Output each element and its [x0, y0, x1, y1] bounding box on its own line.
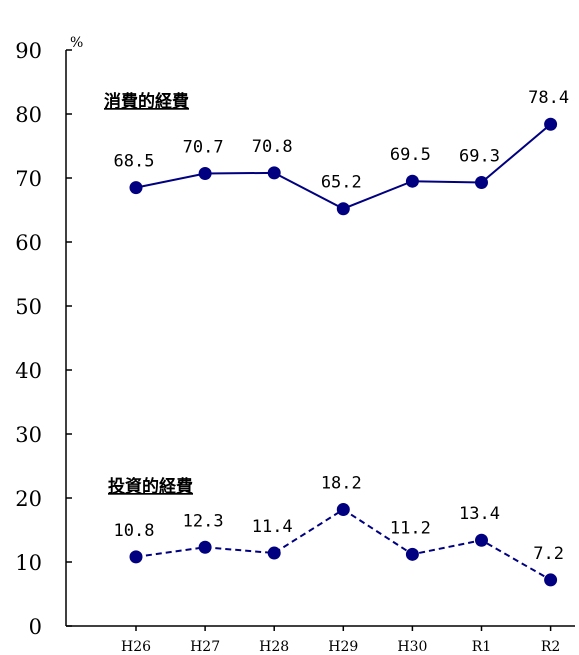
- y-tick-label: 20: [15, 487, 42, 511]
- data-label: 78.4: [528, 88, 569, 108]
- y-tick-label: 70: [15, 167, 42, 191]
- data-label: 12.3: [183, 511, 224, 531]
- data-label: 18.2: [321, 474, 362, 494]
- y-tick-label: 50: [15, 295, 42, 319]
- data-label: 70.7: [183, 138, 224, 158]
- axes: 0 10 20 30 40 50 60 70 80 90 % H26 H27 H28 H29 H30 R1 R2: [15, 35, 575, 655]
- series-1: 10.8 12.3 11.4 18.2 11.2 13.4 7.2 投資的経費: [108, 474, 564, 587]
- series-0: 68.5 70.7 70.8 65.2 69.5 69.3 78.4 消費的経費: [104, 88, 569, 216]
- data-point: [405, 174, 419, 188]
- data-point: [267, 546, 281, 560]
- data-point: [336, 202, 350, 216]
- data-label: 7.2: [533, 544, 564, 564]
- data-label: 11.2: [390, 518, 431, 538]
- x-tick-label: H30: [397, 639, 427, 655]
- data-point: [336, 503, 350, 517]
- y-tick-label: 30: [15, 423, 42, 447]
- data-point: [198, 167, 212, 181]
- y-tick-label: 80: [15, 103, 42, 127]
- data-label: 65.2: [321, 173, 362, 193]
- data-point: [475, 533, 488, 547]
- y-tick-label: 60: [15, 231, 42, 255]
- data-point: [405, 547, 419, 561]
- data-label: 10.8: [114, 521, 155, 541]
- data-label: 11.4: [252, 517, 293, 537]
- y-tick-label: 10: [15, 551, 42, 575]
- x-tick-label: H28: [259, 639, 289, 655]
- x-tick-label: H27: [190, 639, 220, 655]
- series-name-label: 投資的経費: [108, 476, 193, 497]
- data-point: [267, 166, 281, 180]
- y-tick-label: 40: [15, 359, 42, 383]
- data-label: 69.5: [390, 145, 431, 165]
- data-point: [544, 573, 558, 587]
- data-label: 68.5: [114, 152, 155, 172]
- y-tick-label: 90: [15, 39, 42, 63]
- series-name-label: 消費的経費: [104, 91, 189, 112]
- x-tick-label: H29: [328, 639, 358, 655]
- x-tick-label: R2: [541, 639, 560, 655]
- data-point: [129, 181, 143, 195]
- x-tick-label: R1: [472, 639, 491, 655]
- data-point: [198, 540, 212, 554]
- data-point: [475, 175, 488, 189]
- data-label: 69.3: [459, 146, 500, 166]
- data-point: [129, 550, 143, 564]
- y-unit-label: %: [70, 35, 83, 51]
- data-point: [544, 117, 558, 131]
- y-tick-label: 0: [29, 615, 42, 639]
- series-layer: 68.5 70.7 70.8 65.2 69.5 69.3 78.4 消費的経費 10.8 12.…: [104, 88, 569, 587]
- x-tick-label: H26: [121, 639, 151, 655]
- data-label: 70.8: [252, 137, 293, 157]
- data-label: 13.4: [459, 504, 500, 524]
